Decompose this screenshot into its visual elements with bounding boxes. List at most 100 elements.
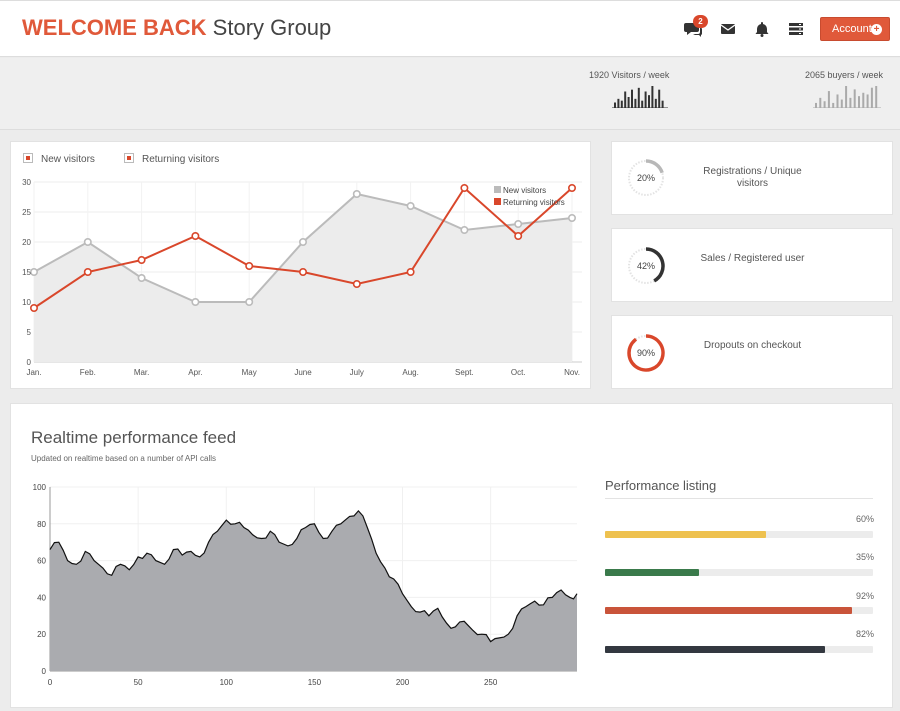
buyers-sparkline bbox=[813, 86, 881, 108]
axis-ticks: 0 20 40 60 80 100 0 50 100 150 200 250 bbox=[33, 483, 498, 687]
spark-baseline bbox=[813, 107, 881, 108]
x-tick-label: Feb. bbox=[80, 368, 96, 377]
spark-bar bbox=[634, 98, 637, 108]
new-visitors-point bbox=[191, 298, 200, 307]
returning-visitors-point bbox=[29, 304, 38, 313]
donut-arc bbox=[627, 334, 665, 372]
y-tick-label: 100 bbox=[33, 483, 47, 492]
y-tick-label: 0 bbox=[27, 358, 32, 367]
returning-visitors-point bbox=[406, 268, 415, 277]
inner-legend-returning-label: Returning visitors bbox=[503, 198, 565, 207]
returning-visitors-point bbox=[83, 268, 92, 277]
y-tick-label: 80 bbox=[37, 520, 46, 529]
legend-returning-visitors[interactable]: Returning visitors bbox=[124, 153, 219, 165]
spark-bar bbox=[658, 89, 661, 108]
y-tick-label: 60 bbox=[37, 557, 46, 566]
y-tick-label: 0 bbox=[42, 667, 47, 676]
returning-visitors-point bbox=[245, 262, 254, 271]
spark-bar bbox=[823, 101, 826, 108]
spark-bar bbox=[819, 97, 822, 108]
y-tick-label: 25 bbox=[22, 208, 31, 217]
spark-bar bbox=[840, 99, 843, 108]
kpi-label: Registrations / Unique visitors bbox=[703, 166, 802, 189]
brand-light: Story Group bbox=[212, 15, 332, 40]
plus-circle-icon: + bbox=[871, 24, 882, 35]
returning-visitors-point bbox=[567, 183, 576, 192]
returning-visitors-point bbox=[460, 183, 469, 192]
chart-inner-legend: New visitors Returning visitors bbox=[494, 186, 565, 207]
spark-bar bbox=[651, 86, 654, 108]
new-visitors-point bbox=[514, 220, 523, 229]
feed-subtitle: Updated on realtime based on a number of… bbox=[31, 454, 216, 463]
x-tick-label: Apr. bbox=[188, 368, 202, 377]
returning-visitors-point bbox=[191, 232, 200, 241]
new-visitors-point bbox=[298, 238, 307, 247]
bell-icon[interactable] bbox=[753, 21, 771, 37]
returning-visitors-point bbox=[298, 268, 307, 277]
perf-bar bbox=[605, 607, 873, 614]
y-tick-label: 10 bbox=[22, 298, 31, 307]
kpi-donut bbox=[628, 247, 665, 284]
visitors-week-label: 1920 Visitors / week bbox=[589, 70, 670, 80]
realtime-area-chart: 0 20 40 60 80 100 0 50 100 150 200 250 bbox=[33, 483, 578, 687]
perf-bar-fill bbox=[605, 607, 852, 614]
inner-legend-new-label: New visitors bbox=[503, 186, 546, 195]
new-visitors-point bbox=[245, 298, 254, 307]
donut-arc bbox=[645, 247, 665, 283]
spark-bar bbox=[870, 87, 873, 108]
new-visitors-point bbox=[406, 201, 415, 210]
spark-bar bbox=[661, 100, 664, 108]
envelope-icon[interactable] bbox=[719, 21, 737, 37]
kpi-card-sales: 42% Sales / Registered user bbox=[611, 228, 893, 302]
visitors-line-chart: 0 5 10 15 20 25 30 Jan. Feb. Mar. Apr. May June July A… bbox=[22, 178, 582, 377]
new-visitors-area bbox=[34, 194, 572, 362]
x-tick-label: Oct. bbox=[511, 368, 526, 377]
x-tick-label: Jan. bbox=[26, 368, 41, 377]
x-tick-label: 0 bbox=[48, 678, 53, 687]
y-tick-label: 30 bbox=[22, 178, 31, 187]
spark-bar bbox=[617, 98, 620, 108]
returning-visitors-point bbox=[137, 256, 146, 265]
x-tick-label: Mar. bbox=[134, 368, 150, 377]
kpi-percent: 42% bbox=[636, 261, 655, 271]
spark-bar bbox=[862, 92, 865, 108]
spark-bar bbox=[654, 98, 657, 108]
feed-title: Realtime performance feed bbox=[31, 428, 237, 447]
perf-bar bbox=[605, 531, 873, 538]
account-label: Account bbox=[832, 23, 872, 35]
new-visitors-point bbox=[567, 214, 576, 223]
spark-bar bbox=[815, 102, 817, 108]
legend-new-visitors[interactable]: New visitors bbox=[23, 153, 95, 165]
new-visitors-point bbox=[137, 274, 146, 283]
kpi-donut bbox=[628, 159, 664, 196]
x-tick-label: Sept. bbox=[455, 368, 474, 377]
spark-bar bbox=[624, 91, 627, 108]
axis-ticks: 0 5 10 15 20 25 30 Jan. Feb. Mar. Apr. May June July A… bbox=[22, 178, 580, 377]
top-header: WELCOME BACK Story Group 2 Account + bbox=[0, 0, 900, 57]
spark-bar bbox=[641, 100, 644, 108]
spark-bar bbox=[836, 94, 839, 108]
perf-bar bbox=[605, 646, 873, 653]
perf-bar bbox=[605, 569, 873, 576]
series-lines bbox=[29, 183, 576, 313]
legend-returning-label: Returning visitors bbox=[142, 154, 220, 165]
account-button[interactable]: Account + bbox=[820, 17, 890, 41]
y-tick-label: 20 bbox=[22, 238, 31, 247]
returning-visitors-point bbox=[514, 232, 523, 241]
x-tick-label: June bbox=[294, 368, 312, 377]
spark-bar bbox=[648, 95, 650, 108]
legend-new-label: New visitors bbox=[41, 154, 95, 165]
spark-bar bbox=[620, 100, 623, 108]
kpi-label: Dropouts on checkout bbox=[703, 340, 802, 351]
stats-strip: 1920 Visitors / week 2065 buyers / week bbox=[0, 58, 900, 130]
spark-bar bbox=[627, 97, 630, 108]
perf-value: 82% bbox=[855, 629, 874, 639]
kpi-card-registrations: 20% Registrations / Unique visitors bbox=[611, 141, 893, 215]
comments-badge: 2 bbox=[693, 15, 708, 28]
kpi-donut bbox=[627, 334, 665, 372]
kpi-percent: 90% bbox=[636, 348, 655, 358]
legend-swatch bbox=[124, 153, 134, 163]
server-icon[interactable] bbox=[787, 21, 805, 37]
perf-bar-fill bbox=[605, 531, 766, 538]
spark-bar bbox=[637, 87, 640, 108]
